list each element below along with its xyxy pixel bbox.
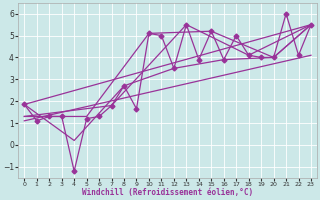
X-axis label: Windchill (Refroidissement éolien,°C): Windchill (Refroidissement éolien,°C) <box>82 188 253 197</box>
